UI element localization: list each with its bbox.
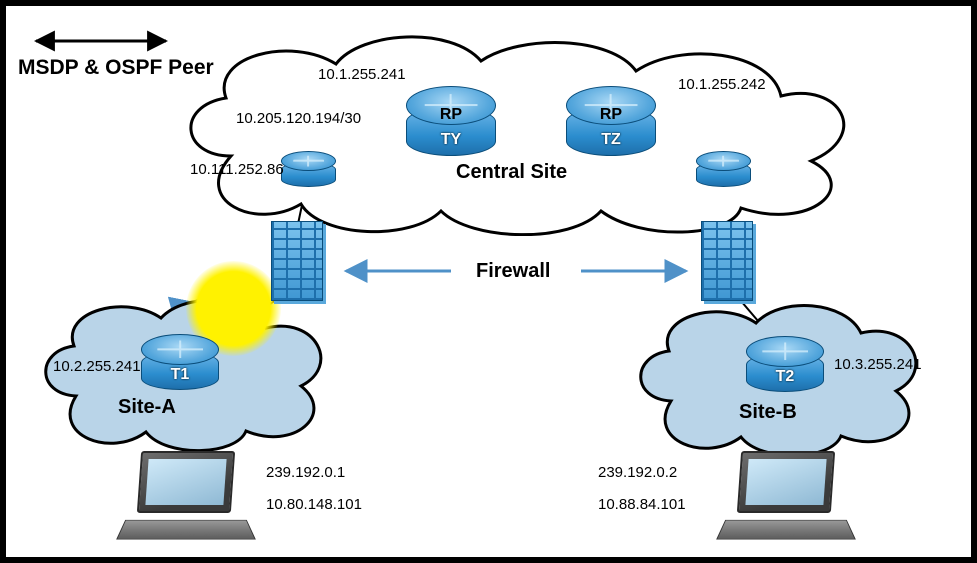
router-tz-name: TZ	[566, 131, 656, 149]
router-tz-rp: RP	[566, 106, 656, 124]
t1-ip: 10.2.255.241	[53, 358, 141, 375]
laptop-b	[721, 451, 851, 546]
t2-ip: 10.3.255.241	[834, 356, 922, 373]
ty-ip: 10.1.255.241	[318, 66, 406, 83]
central-left-ip: 10.111.252.86	[190, 161, 284, 178]
router-ty-name: TY	[406, 131, 496, 149]
laptop-a	[121, 451, 251, 546]
firewall-left	[271, 221, 323, 301]
router-ty: RP TY	[406, 86, 496, 156]
router-tz: RP TZ	[566, 86, 656, 156]
sitea-mcast: 239.192.0.1	[266, 464, 345, 481]
router-t2-name: T2	[746, 368, 824, 386]
router-t2: T2	[746, 336, 824, 392]
router-t1: T1	[141, 334, 219, 390]
siteb-mcast: 239.192.0.2	[598, 464, 677, 481]
central-title: Central Site	[456, 161, 567, 184]
router-central-left	[281, 151, 336, 187]
router-t1-name: T1	[141, 366, 219, 384]
router-central-right	[696, 151, 751, 187]
sitea-host: 10.80.148.101	[266, 496, 362, 513]
central-subnet: 10.205.120.194/30	[236, 110, 361, 127]
siteb-host: 10.88.84.101	[598, 496, 686, 513]
firewall-right	[701, 221, 753, 301]
sitea-title: Site-A	[118, 396, 176, 419]
router-ty-rp: RP	[406, 106, 496, 124]
siteb-title: Site-B	[739, 401, 797, 424]
firewall-label: Firewall	[476, 260, 550, 283]
central-cloud	[171, 26, 861, 236]
tz-ip: 10.1.255.242	[678, 76, 766, 93]
